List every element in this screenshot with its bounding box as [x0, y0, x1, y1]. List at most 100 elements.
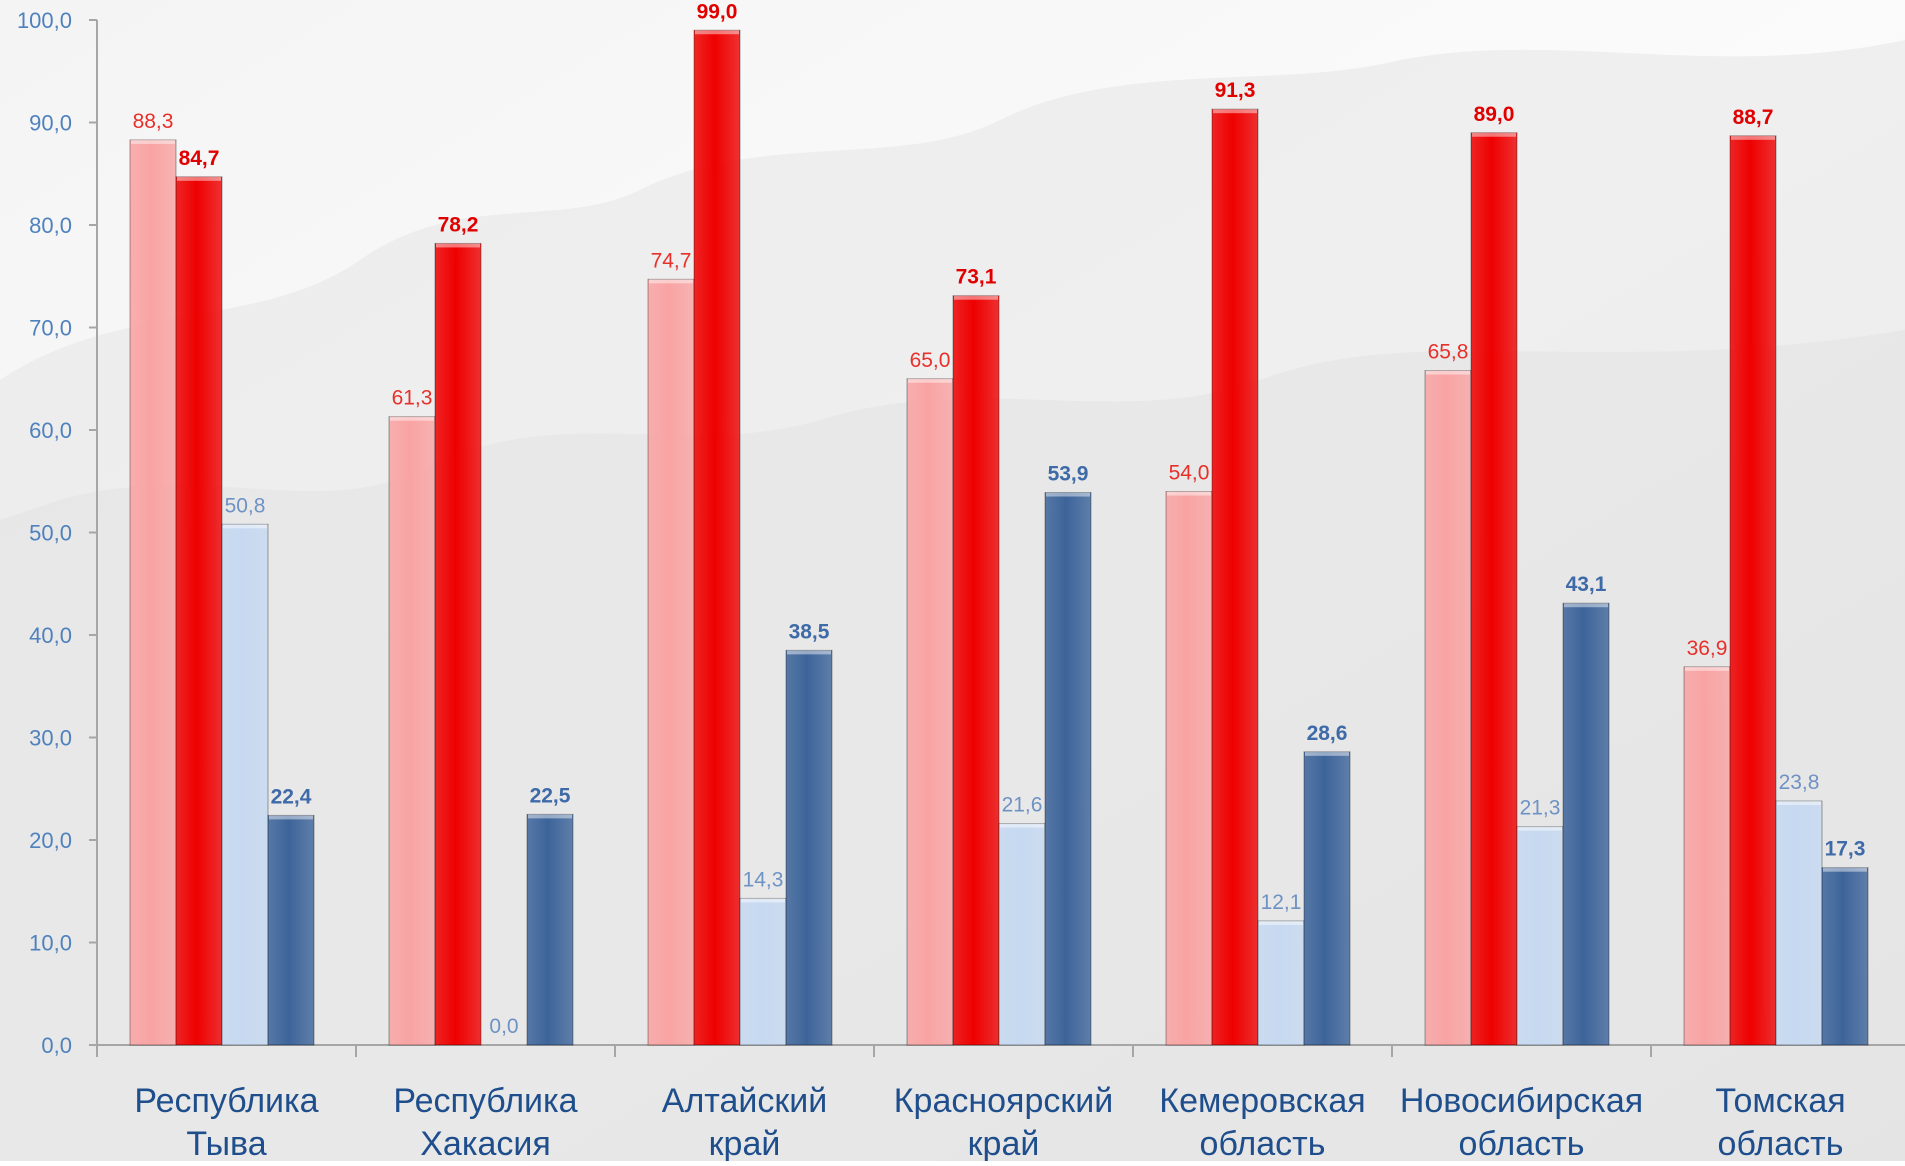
value-label: 73,1: [956, 266, 997, 289]
bar-highlight: [1426, 370, 1470, 375]
category-label: Республика: [393, 1082, 577, 1120]
category-label: край: [968, 1125, 1040, 1161]
bar: [1775, 800, 1823, 1046]
bar: [906, 378, 954, 1046]
value-label: 91,3: [1215, 79, 1256, 102]
y-tick-label: 60,0: [29, 418, 72, 443]
bar: [388, 416, 436, 1046]
value-label: 53,9: [1048, 463, 1089, 486]
y-tick-label: 40,0: [29, 623, 72, 648]
bar-highlight: [1259, 920, 1303, 925]
category-label: Новосибирская: [1400, 1082, 1643, 1120]
bar-highlight: [908, 378, 952, 383]
bar-highlight: [1518, 826, 1562, 831]
y-tick-label: 30,0: [29, 726, 72, 751]
value-label: 43,1: [1566, 573, 1607, 596]
bar: [1562, 602, 1610, 1046]
bar: [1470, 132, 1518, 1046]
bar: [526, 813, 574, 1046]
value-label: 21,3: [1520, 797, 1561, 820]
bar: [693, 29, 741, 1046]
category-label: Томская: [1715, 1082, 1845, 1120]
value-label: 21,6: [1002, 794, 1043, 817]
bar-highlight: [269, 815, 313, 820]
bar: [785, 649, 833, 1046]
category-label: область: [1459, 1125, 1585, 1161]
value-label: 88,3: [133, 110, 174, 133]
value-label: 38,5: [789, 620, 830, 643]
bar: [952, 295, 1000, 1046]
bar-highlight: [954, 295, 998, 300]
value-label: 88,7: [1733, 106, 1774, 129]
bar: [739, 897, 787, 1046]
chart-labels: Республика Тыва Республика Хакасия Алтайский…: [133, 0, 1866, 1163]
bar-highlight: [1731, 135, 1775, 140]
bar: [1165, 491, 1213, 1046]
bar: [1211, 108, 1259, 1046]
bar-highlight: [741, 898, 785, 903]
category-label: Хакасия: [420, 1125, 551, 1161]
bar-highlight: [1777, 801, 1821, 806]
bar: [1044, 492, 1092, 1046]
bar: [647, 278, 695, 1046]
bar-highlight: [1213, 109, 1257, 114]
value-label: 36,9: [1687, 637, 1728, 660]
bar: [1821, 867, 1869, 1046]
value-label: 54,0: [1169, 462, 1210, 485]
value-label: 12,1: [1261, 891, 1302, 914]
bar-highlight: [1305, 751, 1349, 756]
y-tick-label: 20,0: [29, 828, 72, 853]
value-label: 74,7: [651, 249, 692, 272]
bar-highlight: [1823, 867, 1867, 872]
bar: [434, 242, 482, 1046]
y-tick-label: 0,0: [41, 1033, 72, 1058]
category-label: Красноярский: [894, 1082, 1114, 1120]
bar-highlight: [1564, 603, 1608, 608]
value-label: 61,3: [392, 387, 433, 410]
category-label: Кемеровская: [1159, 1082, 1365, 1120]
bar-highlight: [390, 416, 434, 421]
bar: [1424, 370, 1472, 1046]
bar-highlight: [131, 139, 175, 144]
bar: [1516, 826, 1564, 1046]
y-tick-label: 90,0: [29, 111, 72, 136]
value-label: 84,7: [179, 147, 220, 170]
value-label: 65,0: [910, 349, 951, 372]
y-tick-label: 100,0: [17, 8, 72, 33]
value-label: 89,0: [1474, 103, 1515, 126]
y-tick-label: 10,0: [29, 931, 72, 956]
bar: [1303, 751, 1351, 1046]
chart-axes: 0,0 10,0 20,0 30,0 40,0 50,0 60,0 70,0 80,0 90,0 1…: [17, 8, 1905, 1058]
value-label: 22,5: [530, 784, 571, 807]
category-label: край: [709, 1125, 781, 1161]
category-label: область: [1200, 1125, 1326, 1161]
bar-highlight: [695, 30, 739, 35]
bar-highlight: [528, 814, 572, 819]
bar-highlight: [1000, 823, 1044, 828]
value-label: 14,3: [743, 868, 784, 891]
bar-highlight: [1167, 491, 1211, 496]
category-label: Алтайский: [662, 1082, 827, 1120]
value-label: 28,6: [1307, 722, 1348, 745]
value-label: 78,2: [438, 213, 479, 236]
category-label: Тыва: [186, 1125, 266, 1161]
bar-highlight: [1046, 492, 1090, 497]
bar-highlight: [1685, 666, 1729, 671]
bar-highlight: [177, 176, 221, 181]
value-label: 22,4: [271, 785, 312, 808]
bar-highlight: [649, 279, 693, 284]
value-label: 0,0: [489, 1015, 518, 1038]
bar: [221, 523, 269, 1046]
bar: [267, 814, 315, 1046]
value-label: 17,3: [1825, 838, 1866, 861]
y-tick-label: 70,0: [29, 316, 72, 341]
bar-highlight: [1472, 132, 1516, 137]
bar-highlight: [223, 524, 267, 529]
chart-bars: [129, 29, 1869, 1046]
value-label: 50,8: [225, 494, 266, 517]
bar-highlight: [787, 650, 831, 655]
bar-highlight: [436, 243, 480, 248]
bar: [998, 823, 1046, 1046]
